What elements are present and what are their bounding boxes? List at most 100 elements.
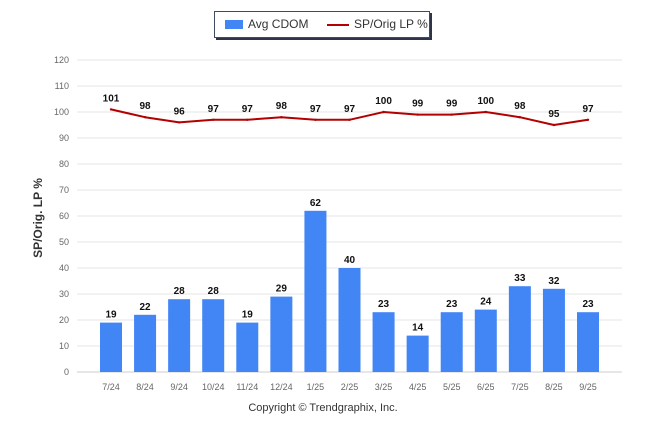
x-tick-label: 11/24 (236, 382, 258, 392)
legend-bar-swatch (225, 20, 243, 29)
line-data-label: 96 (174, 106, 186, 117)
line-data-label: 98 (514, 101, 526, 112)
bar-data-label: 33 (514, 273, 526, 284)
bar-data-label: 28 (208, 286, 220, 297)
y-tick-label: 90 (59, 133, 69, 143)
x-tick-label: 10/24 (202, 382, 225, 392)
line-data-label: 99 (446, 99, 458, 110)
line-point (382, 110, 385, 114)
line-point (552, 123, 556, 127)
line-point (246, 118, 249, 122)
y-tick-label: 70 (59, 185, 69, 195)
bar-data-label: 40 (344, 255, 356, 266)
x-tick-label: 5/25 (443, 382, 461, 392)
x-tick-label: 8/25 (545, 382, 563, 392)
y-tick-label: 40 (59, 263, 69, 273)
bar (474, 309, 497, 372)
line-point (212, 118, 215, 122)
bar (372, 312, 395, 372)
legend-line-swatch (327, 24, 349, 26)
bar (406, 335, 429, 372)
bar-data-label: 28 (174, 286, 186, 297)
x-tick-label: 4/25 (409, 382, 427, 392)
y-tick-label: 60 (59, 211, 69, 221)
y-tick-label: 10 (59, 341, 69, 351)
bar-data-label: 23 (446, 299, 458, 310)
x-tick-label: 3/25 (375, 382, 393, 392)
line-series (109, 108, 590, 127)
y-axis: 0 10 20 30 40 50 60 70 80 90 100 110 120 (54, 55, 69, 377)
line-point (177, 121, 181, 124)
legend: Avg CDOM SP/Orig LP % (214, 11, 430, 38)
y-tick-label: 110 (55, 81, 69, 91)
line-point (109, 108, 113, 111)
bar-data-label: 19 (242, 310, 254, 321)
data-labels: 19 22 28 28 19 29 62 40 23 14 23 24 33 32 23 101 98 96 97 9… (103, 93, 594, 333)
line-data-label: 97 (310, 104, 322, 115)
y-tick-label: 80 (59, 159, 69, 169)
bar-data-label: 19 (105, 310, 117, 321)
line-point (586, 118, 590, 122)
line-data-label: 99 (412, 99, 424, 110)
bar (440, 312, 463, 372)
x-tick-label: 6/25 (477, 382, 495, 392)
bar (508, 286, 531, 372)
x-tick-label: 9/25 (579, 382, 597, 392)
x-axis: 7/24 8/24 9/24 10/24 11/24 12/24 1/25 2/25 3/25 4… (102, 382, 597, 392)
bar-data-label: 29 (276, 284, 288, 295)
bar (134, 314, 157, 372)
line-point (280, 116, 283, 119)
line-point (450, 113, 453, 116)
line-point (484, 110, 487, 114)
bar (270, 296, 293, 372)
legend-label-sp-orig-lp: SP/Orig LP % (354, 17, 428, 31)
bar-series (100, 210, 599, 372)
y-tick-label: 120 (54, 55, 69, 65)
bar-data-label: 23 (582, 299, 594, 310)
y-tick-label: 100 (54, 107, 69, 117)
copyright-text: Copyright © Trendgraphix, Inc. (248, 402, 398, 414)
bar-data-label: 24 (480, 297, 492, 308)
line-data-label: 100 (375, 96, 392, 107)
x-tick-label: 12/24 (270, 382, 293, 392)
line-data-label: 97 (344, 104, 356, 115)
y-tick-label: 30 (59, 289, 69, 299)
line-data-label: 98 (140, 101, 152, 112)
y-axis-title: SP/Orig. LP % (31, 178, 45, 258)
line-data-label: 98 (276, 101, 288, 112)
x-tick-label: 8/24 (136, 382, 154, 392)
line-data-label: 95 (548, 109, 560, 120)
line-point (143, 116, 147, 119)
bar-data-label: 23 (378, 299, 390, 310)
bar-data-label: 62 (310, 198, 322, 209)
bar-data-label: 32 (548, 276, 560, 287)
line-data-label: 97 (242, 104, 254, 115)
x-tick-label: 9/24 (170, 382, 188, 392)
bar (338, 268, 361, 372)
bar (202, 299, 225, 372)
line-point (348, 118, 351, 122)
line-point (416, 113, 419, 116)
line-data-label: 100 (477, 96, 494, 107)
bar (577, 312, 599, 372)
y-tick-label: 50 (59, 237, 69, 247)
line-data-label: 97 (582, 104, 594, 115)
line-data-label: 101 (103, 93, 120, 104)
y-tick-label: 0 (64, 367, 69, 377)
line-data-label: 97 (208, 104, 220, 115)
bar-data-label: 22 (140, 302, 152, 313)
legend-label-avg-cdom: Avg CDOM (248, 17, 309, 31)
y-tick-label: 20 (59, 315, 69, 325)
bar (168, 299, 191, 372)
bar (236, 322, 259, 372)
bar (100, 322, 122, 372)
x-tick-label: 7/24 (102, 382, 120, 392)
x-tick-label: 7/25 (511, 382, 529, 392)
x-tick-label: 2/25 (341, 382, 359, 392)
line-point (314, 118, 317, 122)
bar-data-label: 14 (412, 323, 424, 334)
line-point (518, 116, 522, 119)
bar (304, 210, 327, 372)
bar (542, 288, 565, 372)
